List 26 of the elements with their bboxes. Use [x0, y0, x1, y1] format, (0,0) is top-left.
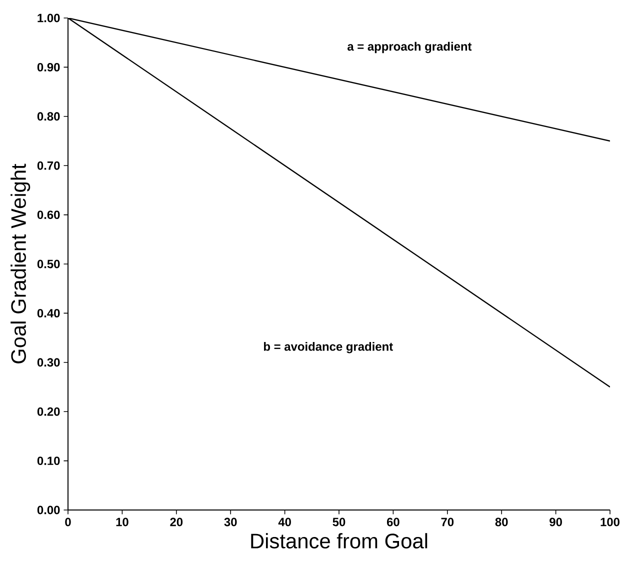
y-tick-label: 0.40	[37, 308, 60, 318]
y-tick-label: 0.70	[37, 161, 60, 170]
y-tick-label: 0.60	[37, 210, 60, 220]
x-tick-label: 0	[65, 518, 71, 526]
x-tick-label: 70	[441, 518, 454, 526]
y-tick-label: 0.10	[37, 456, 60, 466]
x-tick-label: 90	[550, 518, 562, 526]
y-tick-label: 0.20	[37, 407, 60, 416]
x-tick-label: 20	[170, 518, 183, 526]
x-tick-label: 50	[332, 518, 346, 526]
y-tick-label: 0.50	[37, 260, 60, 268]
x-tick-label: 40	[278, 518, 291, 526]
x-tick-label: 60	[386, 518, 400, 526]
annotation: b = avoidance gradient	[264, 342, 393, 354]
x-axis-title: Distance from Goal	[251, 533, 428, 548]
y-tick-label: 0.30	[37, 358, 60, 367]
y-axis-title: Goal Gradient Weight	[10, 164, 30, 364]
x-tick-label: 10	[116, 518, 128, 526]
y-tick-label: 1.00	[38, 14, 60, 22]
x-tick-label: 30	[224, 518, 237, 526]
x-tick-label: 80	[495, 518, 508, 526]
y-tick-label: 0.00	[37, 506, 60, 514]
y-tick-label: 0.80	[37, 112, 60, 121]
x-tick-label: 100	[600, 518, 620, 526]
annotation: a = approach gradient	[348, 42, 472, 54]
y-tick-label: 0.90	[37, 62, 60, 72]
